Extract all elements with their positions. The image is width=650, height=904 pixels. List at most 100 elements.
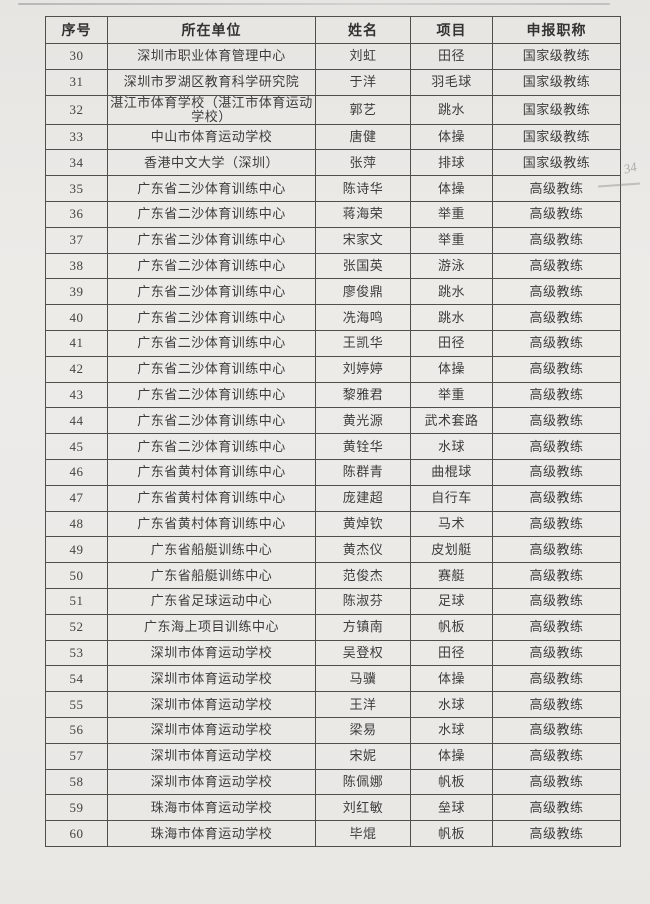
cell-unit: 广东省黄村体育训练中心 (107, 459, 316, 486)
cell-seq: 33 (45, 123, 108, 151)
cell-unit: 香港中文大学（深圳） (107, 149, 316, 177)
cell-unit: 深圳市体育运动学校 (107, 665, 316, 693)
coach-roster-table: 序号 所在单位 姓名 项目 申报职称 30 深圳市职业体育管理中心 刘虹 田径 国家级教… (45, 16, 621, 847)
table-row: 36 广东省二沙体育训练中心 蒋海荣 举重 高级教练 (45, 201, 621, 228)
cell-name: 方镇南 (315, 613, 411, 641)
cell-seq: 42 (45, 355, 108, 383)
cell-title: 国家级教练 (492, 149, 621, 177)
cell-sport: 体操 (410, 665, 493, 693)
table-row: 59 珠海市体育运动学校 刘红敏 垒球 高级教练 (45, 794, 621, 822)
table-row: 56 深圳市体育运动学校 梁易 水球 高级教练 (45, 716, 621, 744)
cell-title: 高级教练 (492, 484, 621, 512)
table-row: 55 深圳市体育运动学校 王洋 水球 高级教练 (45, 691, 621, 718)
cell-unit: 广东省船艇训练中心 (107, 536, 316, 564)
cell-sport: 田径 (410, 330, 493, 357)
cell-unit: 广东省二沙体育训练中心 (107, 278, 316, 306)
table-row: 32 湛江市体育学校（湛江市体育运动学校） 郭艺 跳水 国家级教练 (45, 94, 621, 125)
cell-title: 高级教练 (492, 613, 621, 641)
cell-unit: 广东省二沙体育训练中心 (107, 330, 316, 357)
cell-seq: 31 (45, 68, 108, 96)
cell-seq: 50 (45, 562, 108, 589)
cell-seq: 37 (45, 226, 108, 254)
cell-unit: 广东省二沙体育训练中心 (107, 407, 316, 435)
cell-unit: 广东省二沙体育训练中心 (107, 226, 316, 254)
cell-sport: 体操 (410, 355, 493, 383)
cell-title: 高级教练 (492, 459, 621, 486)
cell-name: 刘虹 (315, 43, 411, 70)
cell-name: 毕焜 (315, 820, 411, 847)
cell-sport: 体操 (410, 742, 493, 770)
table-row: 34 香港中文大学（深圳） 张萍 排球 国家级教练 (45, 149, 621, 177)
cell-sport: 赛艇 (410, 562, 493, 589)
cell-sport: 排球 (410, 149, 493, 177)
col-header-unit: 所在单位 (107, 16, 316, 44)
col-header-sport: 项目 (410, 16, 493, 44)
cell-name: 宋妮 (315, 742, 411, 770)
cell-seq: 47 (45, 484, 108, 512)
cell-sport: 举重 (410, 381, 493, 409)
cell-name: 黄铨华 (315, 433, 411, 461)
cell-title: 高级教练 (492, 330, 621, 357)
table-row: 43 广东省二沙体育训练中心 黎雅君 举重 高级教练 (45, 381, 621, 409)
cell-title: 国家级教练 (492, 94, 621, 125)
cell-unit: 广东省二沙体育训练中心 (107, 252, 316, 280)
table-row: 30 深圳市职业体育管理中心 刘虹 田径 国家级教练 (45, 43, 621, 70)
cell-title: 高级教练 (492, 355, 621, 383)
cell-sport: 足球 (410, 588, 493, 615)
cell-name: 范俊杰 (315, 562, 411, 589)
cell-unit: 深圳市体育运动学校 (107, 639, 316, 667)
cell-seq: 51 (45, 588, 108, 615)
cell-seq: 49 (45, 536, 108, 564)
cell-seq: 56 (45, 716, 108, 744)
cell-sport: 体操 (410, 175, 493, 203)
cell-unit: 深圳市体育运动学校 (107, 768, 316, 796)
cell-title: 高级教练 (492, 691, 621, 718)
cell-title: 高级教练 (492, 381, 621, 409)
table-row: 46 广东省黄村体育训练中心 陈群青 曲棍球 高级教练 (45, 459, 621, 486)
cell-name: 梁易 (315, 716, 411, 744)
cell-title: 高级教练 (492, 510, 621, 538)
cell-seq: 41 (45, 330, 108, 357)
cell-seq: 36 (45, 201, 108, 228)
cell-sport: 水球 (410, 433, 493, 461)
col-header-name: 姓名 (315, 16, 411, 44)
cell-unit: 广东海上项目训练中心 (107, 613, 316, 641)
table-row: 37 广东省二沙体育训练中心 宋家文 举重 高级教练 (45, 226, 621, 254)
cell-name: 黎雅君 (315, 381, 411, 409)
cell-name: 王洋 (315, 691, 411, 718)
cell-title: 高级教练 (492, 562, 621, 589)
scan-artifact-line (18, 3, 610, 5)
cell-sport: 游泳 (410, 252, 493, 280)
cell-seq: 46 (45, 459, 108, 486)
cell-sport: 举重 (410, 226, 493, 254)
cell-seq: 58 (45, 768, 108, 796)
cell-unit: 深圳市体育运动学校 (107, 716, 316, 744)
table-row: 38 广东省二沙体育训练中心 张国英 游泳 高级教练 (45, 252, 621, 280)
cell-sport: 自行车 (410, 484, 493, 512)
cell-seq: 55 (45, 691, 108, 718)
table-row: 60 珠海市体育运动学校 毕焜 帆板 高级教练 (45, 820, 621, 847)
table-row: 58 深圳市体育运动学校 陈佩娜 帆板 高级教练 (45, 768, 621, 796)
cell-unit: 深圳市体育运动学校 (107, 691, 316, 718)
cell-sport: 武术套路 (410, 407, 493, 435)
table-row: 45 广东省二沙体育训练中心 黄铨华 水球 高级教练 (45, 433, 621, 461)
cell-name: 王凯华 (315, 330, 411, 357)
cell-title: 高级教练 (492, 304, 621, 332)
cell-seq: 32 (45, 94, 108, 125)
table-row: 47 广东省黄村体育训练中心 庞建超 自行车 高级教练 (45, 484, 621, 512)
cell-title: 高级教练 (492, 768, 621, 796)
cell-title: 高级教练 (492, 433, 621, 461)
cell-title: 高级教练 (492, 278, 621, 306)
cell-title: 高级教练 (492, 639, 621, 667)
cell-unit: 广东省黄村体育训练中心 (107, 484, 316, 512)
cell-seq: 57 (45, 742, 108, 770)
cell-sport: 帆板 (410, 768, 493, 796)
table-row: 42 广东省二沙体育训练中心 刘婷婷 体操 高级教练 (45, 355, 621, 383)
cell-seq: 52 (45, 613, 108, 641)
table-row: 50 广东省船艇训练中心 范俊杰 赛艇 高级教练 (45, 562, 621, 589)
cell-name: 马骥 (315, 665, 411, 693)
cell-seq: 60 (45, 820, 108, 847)
cell-seq: 40 (45, 304, 108, 332)
cell-unit: 珠海市体育运动学校 (107, 820, 316, 847)
cell-name: 刘婷婷 (315, 355, 411, 383)
